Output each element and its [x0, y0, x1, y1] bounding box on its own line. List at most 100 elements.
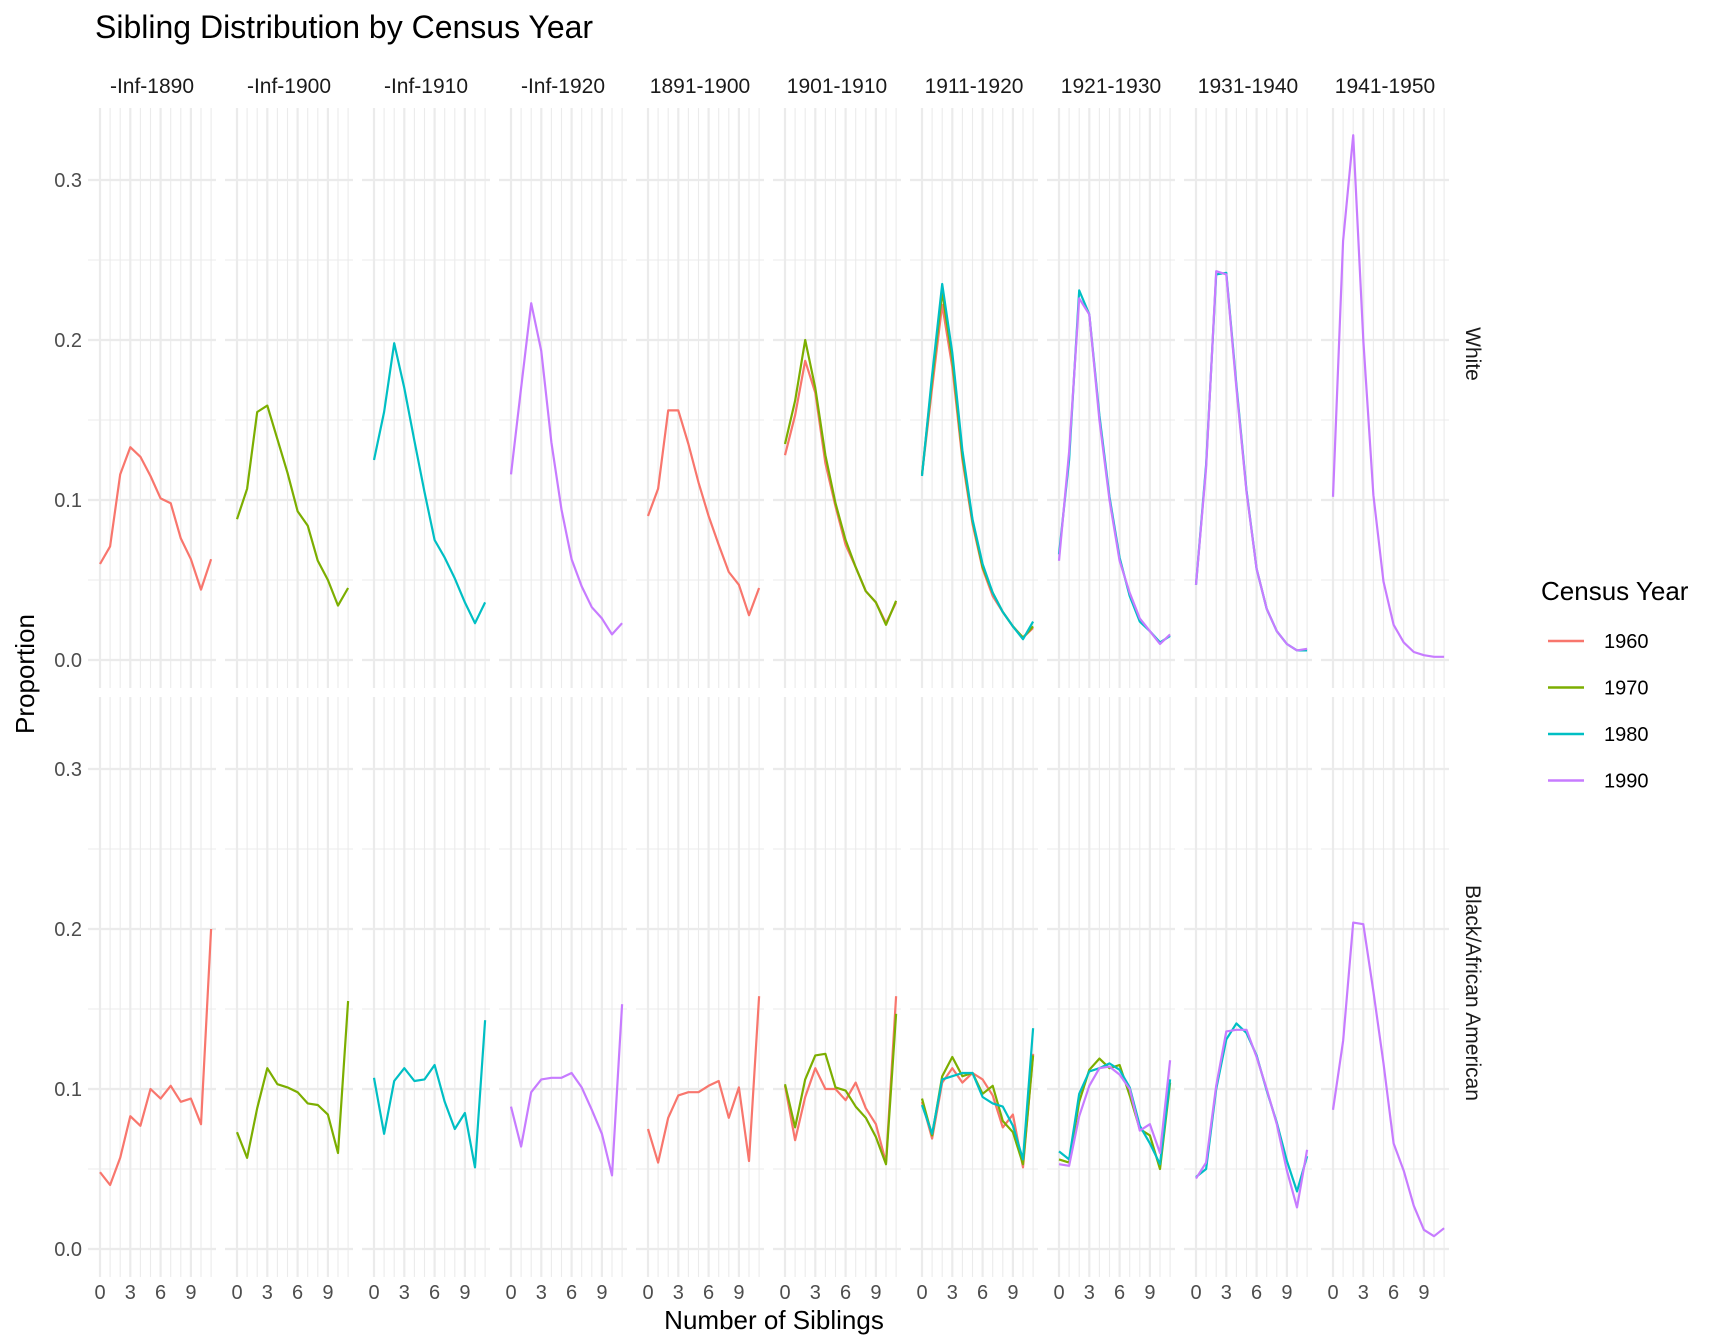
y-tick-label: 0.3 [54, 170, 82, 192]
x-tick-label: 9 [459, 1282, 470, 1304]
x-tick-label: 6 [840, 1282, 851, 1304]
x-tick-label: 9 [322, 1282, 333, 1304]
facet-panel [88, 697, 216, 1277]
x-tick-label: 3 [536, 1282, 547, 1304]
x-tick-label: 6 [566, 1282, 577, 1304]
x-tick-label: 3 [262, 1282, 273, 1304]
facet-column-label: -Inf-1910 [384, 75, 468, 98]
facet-panel [1184, 108, 1312, 688]
facet-column-label: -Inf-1890 [110, 75, 194, 98]
series-line-1990 [1194, 270, 1308, 652]
facet-column-label: 1911-1920 [925, 75, 1024, 98]
series-line-1960 [783, 996, 898, 1164]
y-tick-label: 0.1 [54, 1079, 82, 1101]
x-tick-label: 3 [125, 1282, 136, 1304]
x-tick-label: 9 [733, 1282, 744, 1304]
x-tick-label: 0 [505, 1282, 516, 1304]
y-tick-label: 0.2 [54, 330, 82, 352]
facet-column-label: 1941-1950 [1335, 75, 1435, 98]
x-tick-label: 3 [1358, 1282, 1369, 1304]
x-tick-label: 9 [1144, 1282, 1155, 1304]
facet-panel [1184, 697, 1312, 1277]
facet-column-label: -Inf-1900 [247, 75, 331, 98]
x-tick-label: 0 [231, 1282, 242, 1304]
facet-panel [225, 697, 353, 1277]
series-line-1980 [372, 1020, 487, 1169]
facet-row-label: White [1461, 327, 1484, 381]
series-line-1970 [920, 290, 1034, 639]
x-tick-label: 0 [368, 1282, 379, 1304]
facet-panel [636, 108, 764, 688]
x-tick-label: 6 [703, 1282, 714, 1304]
facet-panel [1047, 108, 1175, 688]
y-axis-title: Proportion [10, 614, 40, 734]
x-tick-label: 6 [1114, 1282, 1125, 1304]
series-line-1970 [235, 1000, 350, 1159]
x-tick-label: 3 [810, 1282, 821, 1304]
series-line-1960 [99, 928, 213, 1187]
x-tick-label: 0 [642, 1282, 653, 1304]
x-tick-label: 9 [1418, 1282, 1429, 1304]
series-line-1960 [783, 359, 898, 625]
series-line-1960 [646, 409, 761, 617]
facet-column-label: -Inf-1920 [521, 75, 605, 98]
x-tick-label: 3 [1221, 1282, 1232, 1304]
x-tick-label: 6 [1388, 1282, 1399, 1304]
facet-panel [636, 697, 764, 1277]
x-tick-label: 6 [292, 1282, 303, 1304]
series-line-1980 [920, 282, 1035, 641]
y-tick-label: 0.1 [54, 490, 82, 512]
facet-panels: -Inf-1890 -Inf-1900 -Inf-1910 -Inf-1920 1891… [54, 75, 1484, 1304]
x-tick-label: 0 [1190, 1282, 1201, 1304]
facet-column-label: 1901-1910 [787, 75, 887, 98]
y-tick-label: 0.2 [54, 919, 82, 941]
y-tick-label: 0.0 [54, 1239, 82, 1261]
facet-panel [773, 697, 901, 1277]
facet-panel [910, 108, 1038, 688]
facet-column-label: 1921-1930 [1061, 75, 1161, 98]
x-tick-label: 3 [673, 1282, 684, 1304]
y-tick-label: 0.3 [54, 759, 82, 781]
facet-column-label: 1931-1940 [1198, 75, 1298, 98]
x-tick-label: 6 [429, 1282, 440, 1304]
x-tick-label: 6 [1251, 1282, 1262, 1304]
x-tick-label: 9 [185, 1282, 196, 1304]
facet-panel [362, 108, 490, 688]
series-line-1960 [920, 303, 1034, 639]
facet-column-label: 1891-1900 [650, 75, 750, 98]
x-tick-label: 9 [1281, 1282, 1292, 1304]
series-line-1990 [509, 302, 623, 636]
legend-label: 1980 [1604, 724, 1649, 746]
x-tick-label: 0 [1327, 1282, 1338, 1304]
x-tick-label: 3 [1084, 1282, 1095, 1304]
y-tick-label: 0.0 [54, 650, 82, 672]
series-line-1970 [783, 338, 898, 626]
x-tick-label: 6 [977, 1282, 988, 1304]
x-axis-title: Number of Siblings [664, 1305, 884, 1335]
facet-panel [499, 108, 627, 688]
x-tick-label: 0 [916, 1282, 927, 1304]
chart-title: Sibling Distribution by Census Year [95, 9, 593, 45]
x-tick-label: 3 [947, 1282, 958, 1304]
series-line-1970 [783, 1013, 898, 1166]
series-line-1990 [1058, 1060, 1172, 1167]
series-line-1990 [1331, 134, 1445, 658]
series-line-1970 [235, 404, 350, 607]
series-line-1990 [1331, 921, 1445, 1238]
series-line-1980 [372, 342, 487, 625]
series-line-1990 [1057, 297, 1171, 646]
series-line-1980 [920, 1028, 1035, 1161]
facet-row-label: Black/African American [1461, 885, 1484, 1101]
x-tick-label: 0 [1053, 1282, 1064, 1304]
series-line-1960 [99, 446, 213, 591]
facet-panel [362, 697, 490, 1277]
x-tick-label: 9 [870, 1282, 881, 1304]
legend: Census Year 1960 1970 1980 1990 [1541, 576, 1689, 793]
x-tick-label: 9 [1007, 1282, 1018, 1304]
legend-label: 1990 [1604, 771, 1649, 793]
series-line-1990 [1195, 1028, 1309, 1209]
legend-title: Census Year [1541, 576, 1689, 606]
facet-panel [225, 108, 353, 688]
x-tick-label: 0 [94, 1282, 105, 1304]
